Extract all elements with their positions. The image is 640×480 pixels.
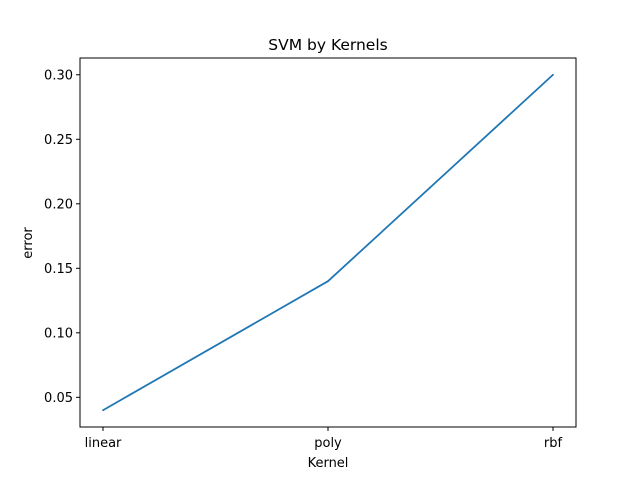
data-point [552,73,554,76]
y-tick-label: 0.10 [44,326,73,341]
series-layer [102,73,554,412]
y-tick-label: 0.30 [44,68,73,83]
x-axis-label: Kernel [308,456,349,471]
y-tick-label: 0.25 [44,133,73,148]
chart-title: SVM by Kernels [268,36,387,54]
x-axis-ticks: linear poly rbf [85,427,563,451]
y-axis-ticks: 0.05 0.10 0.15 0.20 0.25 0.30 [44,68,80,406]
y-tick-label: 0.20 [44,197,73,212]
data-point [102,409,104,412]
x-tick-label: rbf [544,436,563,451]
data-point [327,280,329,283]
y-tick-label: 0.05 [44,391,73,406]
x-tick-label: poly [314,436,342,451]
y-axis-label: error [21,227,36,259]
plot-area-frame [79,57,577,428]
y-tick-label: 0.15 [44,262,73,277]
x-tick-label: linear [85,436,122,451]
